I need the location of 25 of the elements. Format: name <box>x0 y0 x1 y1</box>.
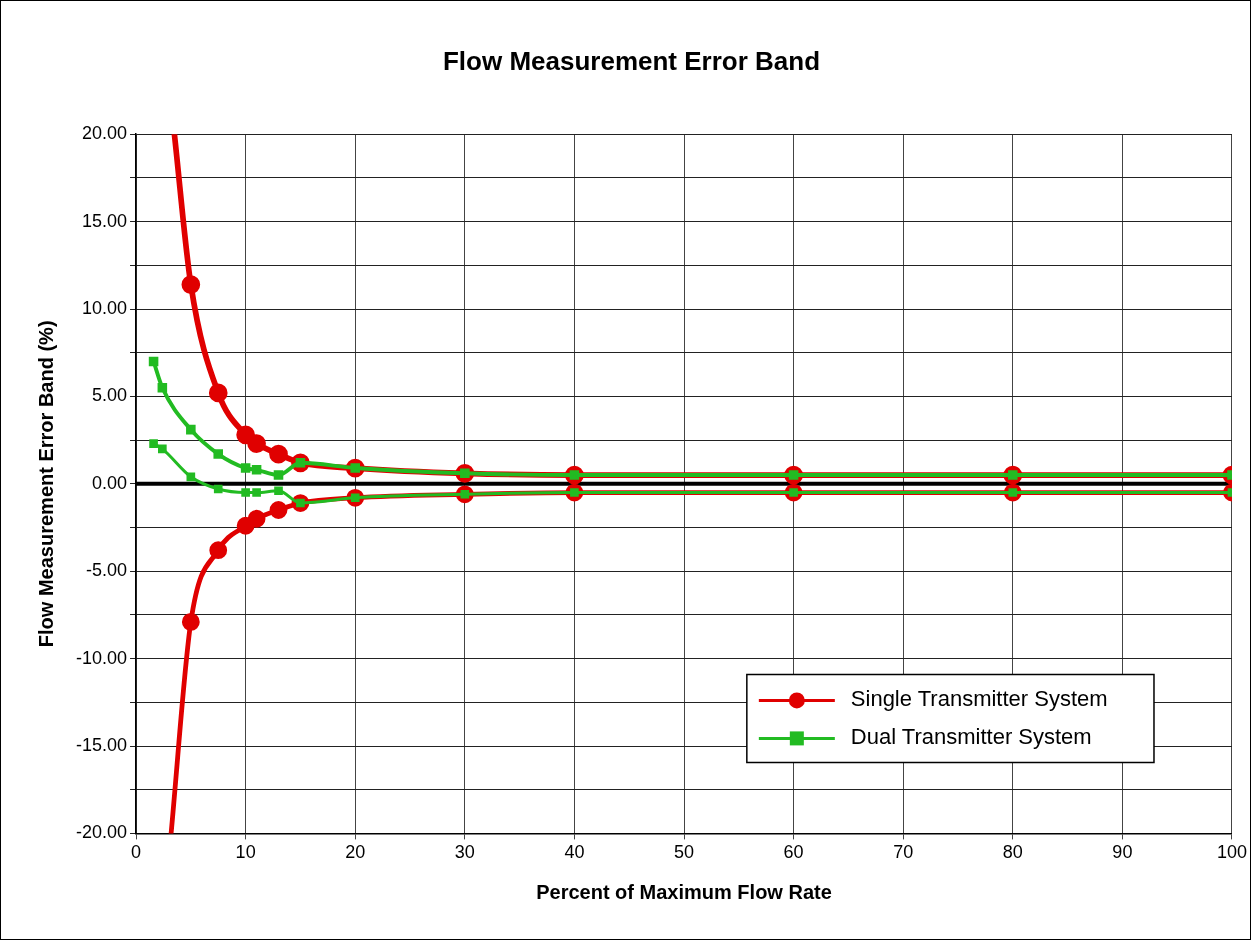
x-tick-label: 40 <box>564 842 585 863</box>
x-tick-label: 30 <box>454 842 475 863</box>
x-tick-label: 10 <box>235 842 256 863</box>
x-axis-title: Percent of Maximum Flow Rate <box>536 880 832 903</box>
y-axis-title: Flow Measurement Error Band (%) <box>34 320 57 648</box>
x-tick-label: 80 <box>1002 842 1023 863</box>
x-tick-label: 90 <box>1112 842 1133 863</box>
y-tick-label: 0.00 <box>91 472 128 493</box>
x-tick-label: 0 <box>131 842 142 863</box>
y-tick-label: -15.00 <box>75 734 128 755</box>
y-tick-label: 10.00 <box>81 297 128 318</box>
legend-label: Dual Transmitter System <box>850 724 1092 750</box>
legend-label: Single Transmitter System <box>850 686 1108 712</box>
x-tick-label: 70 <box>893 842 914 863</box>
x-tick-label: 60 <box>783 842 804 863</box>
x-tick-label: 50 <box>674 842 695 863</box>
y-tick-label: 15.00 <box>81 210 128 231</box>
y-tick-label: -20.00 <box>75 822 128 843</box>
x-tick-label: 20 <box>345 842 366 863</box>
y-tick-label: -10.00 <box>75 647 128 668</box>
x-tick-label: 100 <box>1216 842 1248 863</box>
y-tick-label: 5.00 <box>91 385 128 406</box>
y-tick-label: 20.00 <box>81 123 128 144</box>
y-tick-label: -5.00 <box>86 560 128 581</box>
chart-title: Flow Measurement Error Band <box>442 45 821 76</box>
